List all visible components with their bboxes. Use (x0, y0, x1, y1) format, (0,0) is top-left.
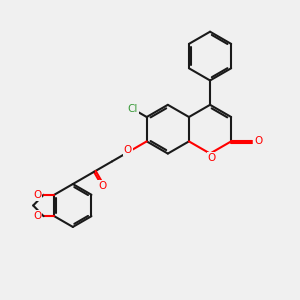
Text: O: O (33, 190, 41, 200)
Text: O: O (254, 136, 262, 146)
Text: O: O (124, 146, 132, 155)
Text: O: O (33, 211, 41, 221)
Text: O: O (207, 153, 216, 163)
Text: Cl: Cl (128, 104, 138, 114)
Text: O: O (98, 181, 106, 190)
